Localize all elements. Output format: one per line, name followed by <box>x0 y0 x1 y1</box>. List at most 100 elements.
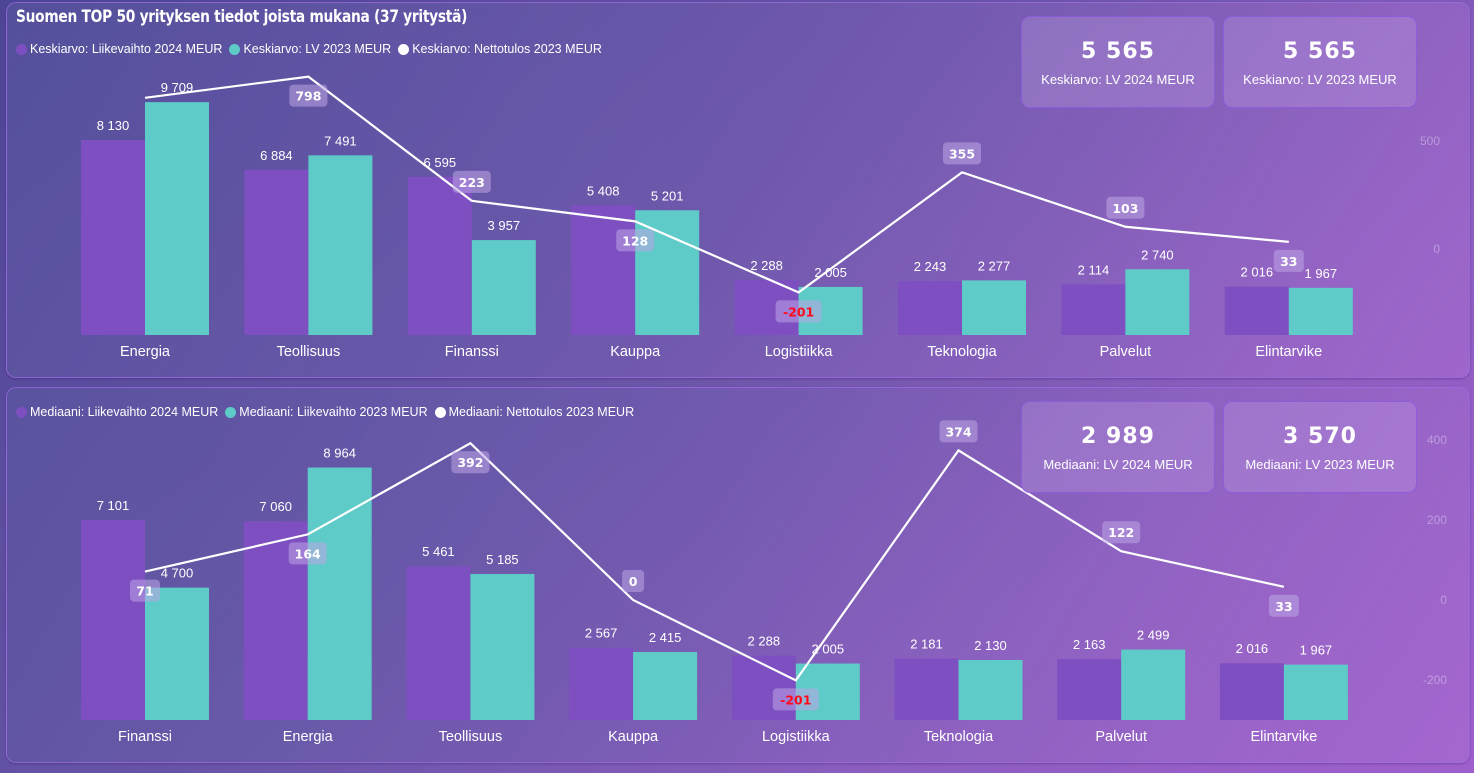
line-data-label: 164 <box>295 546 321 561</box>
net-income-line <box>144 75 1289 294</box>
line-data-label-box <box>622 570 645 592</box>
bar-2024 <box>1061 284 1126 335</box>
bar-2024 <box>1224 286 1289 335</box>
bar-2024-data-label: 2 114 <box>1078 262 1110 277</box>
category-label: Energia <box>283 729 334 745</box>
bar-2023 <box>145 102 209 335</box>
line-data-label: 355 <box>949 146 975 161</box>
line-data-label-box <box>1106 196 1145 219</box>
category-label: Energia <box>120 344 171 360</box>
kpi-card-avg-2024[interactable]: 5 565 Keskiarvo: LV 2024 MEUR <box>1021 16 1215 108</box>
legend-item-median-net[interactable]: Mediaani: Nettotulos 2023 MEUR <box>434 405 634 419</box>
right-axis-tick-label: -200 <box>1423 673 1447 687</box>
line-data-label: 223 <box>459 175 485 190</box>
bar-2023-data-label: 3 957 <box>488 218 521 233</box>
category-label: Elintarvike <box>1250 729 1317 745</box>
legend-item-avg-2024[interactable]: Keskiarvo: Liikevaihto 2024 MEUR <box>16 42 222 56</box>
line-data-label: 103 <box>1112 201 1138 216</box>
bar-2024 <box>571 205 636 335</box>
kpi-card-median-2024[interactable]: 2 989 Mediaani: LV 2024 MEUR <box>1021 401 1215 493</box>
line-data-label-box <box>775 300 822 323</box>
bar-2023-data-label: 9 709 <box>161 80 194 95</box>
legend-item-avg-2023[interactable]: Keskiarvo: LV 2023 MEUR <box>229 42 391 56</box>
bar-2023-data-label: 2 499 <box>1137 628 1170 643</box>
top-chart-legend: Keskiarvo: Liikevaihto 2024 MEUR Keskiar… <box>16 42 605 56</box>
bar-2023-data-label: 4 700 <box>161 566 194 581</box>
line-data-label-box <box>772 688 819 711</box>
line-data-label: 374 <box>945 424 971 439</box>
bar-2023-data-label: 5 201 <box>651 188 684 203</box>
bar-2023-data-label: 2 005 <box>812 642 845 657</box>
category-label: Logistiikka <box>765 344 834 360</box>
bar-2024-data-label: 8 130 <box>97 118 130 133</box>
line-data-label: 33 <box>1280 254 1297 269</box>
bar-2024-data-label: 2 567 <box>585 626 618 641</box>
legend-dot-icon <box>225 406 237 418</box>
category-label: Kauppa <box>608 729 659 745</box>
bar-2023-data-label: 1 967 <box>1305 266 1338 281</box>
line-data-label-box <box>289 84 328 107</box>
bar-2024-data-label: 5 461 <box>422 544 455 559</box>
bar-2024-data-label: 5 408 <box>587 183 620 198</box>
line-data-label-box <box>1273 249 1304 272</box>
kpi-label: Mediaani: LV 2023 MEUR <box>1245 457 1395 472</box>
category-label: Palvelut <box>1095 729 1147 745</box>
category-label: Finanssi <box>118 729 172 745</box>
category-label: Logistiikka <box>762 729 831 745</box>
kpi-label: Keskiarvo: LV 2023 MEUR <box>1243 72 1397 87</box>
line-data-label: -201 <box>783 304 814 319</box>
bar-2023-data-label: 2 277 <box>978 258 1011 273</box>
kpi-card-avg-2023[interactable]: 5 565 Keskiarvo: LV 2023 MEUR <box>1223 16 1417 108</box>
line-data-label-box <box>616 229 655 252</box>
bar-2024 <box>406 566 471 720</box>
legend-dot-icon <box>16 406 27 418</box>
bar-2024-data-label: 7 060 <box>259 499 292 514</box>
line-data-label-box <box>452 170 491 193</box>
kpi-label: Keskiarvo: LV 2024 MEUR <box>1041 72 1195 87</box>
bar-2024-data-label: 6 595 <box>424 155 457 170</box>
bar-2024-data-label: 6 884 <box>260 148 293 163</box>
bar-2023 <box>145 587 209 720</box>
category-label: Teknologia <box>924 729 994 745</box>
line-data-label: -201 <box>780 692 811 707</box>
right-axis-tick-label: 500 <box>1420 134 1440 148</box>
bar-2024-data-label: 2 016 <box>1241 265 1274 280</box>
bar-2023 <box>958 660 1023 720</box>
legend-item-median-2024[interactable]: Mediaani: Liikevaihto 2024 MEUR <box>16 405 218 419</box>
line-data-label: 71 <box>136 584 153 599</box>
bar-2023 <box>1288 287 1353 335</box>
legend-item-median-2023[interactable]: Mediaani: Liikevaihto 2023 MEUR <box>225 405 428 419</box>
bar-2024-data-label: 2 181 <box>910 637 943 652</box>
bar-2024 <box>81 520 145 720</box>
bar-2023-data-label: 1 967 <box>1300 643 1333 658</box>
line-data-label: 798 <box>295 89 321 104</box>
bar-2023-data-label: 7 491 <box>324 133 357 148</box>
bar-2023-data-label: 2 740 <box>1141 247 1174 262</box>
right-axis-tick-label: 0 <box>1440 593 1447 607</box>
bar-2024-data-label: 2 288 <box>750 258 783 273</box>
right-axis-tick-label: 400 <box>1427 433 1447 447</box>
kpi-card-median-2023[interactable]: 3 570 Mediaani: LV 2023 MEUR <box>1223 401 1417 493</box>
bar-2023-data-label: 2 415 <box>649 630 682 645</box>
category-label: Finanssi <box>445 344 499 360</box>
legend-dot-icon <box>434 406 446 418</box>
kpi-value: 5 565 <box>1081 39 1155 64</box>
right-axis-tick-label: 0 <box>1433 242 1440 256</box>
bar-2023 <box>1283 664 1348 720</box>
legend-item-avg-net[interactable]: Keskiarvo: Nettotulos 2023 MEUR <box>398 42 602 56</box>
line-data-label-box <box>451 451 490 474</box>
category-label: Teollisuus <box>439 729 503 745</box>
kpi-value: 2 989 <box>1081 424 1155 449</box>
bar-2023-data-label: 5 185 <box>486 552 519 567</box>
line-data-label-box <box>943 142 981 165</box>
bar-2024 <box>244 169 309 335</box>
bar-2023 <box>308 155 373 335</box>
bar-2023 <box>633 651 698 720</box>
category-label: Palvelut <box>1100 344 1152 360</box>
line-data-label: 33 <box>1275 599 1292 614</box>
line-data-label: 0 <box>629 574 638 589</box>
bar-2024-data-label: 7 101 <box>97 498 130 513</box>
category-label: Teollisuus <box>277 344 341 360</box>
